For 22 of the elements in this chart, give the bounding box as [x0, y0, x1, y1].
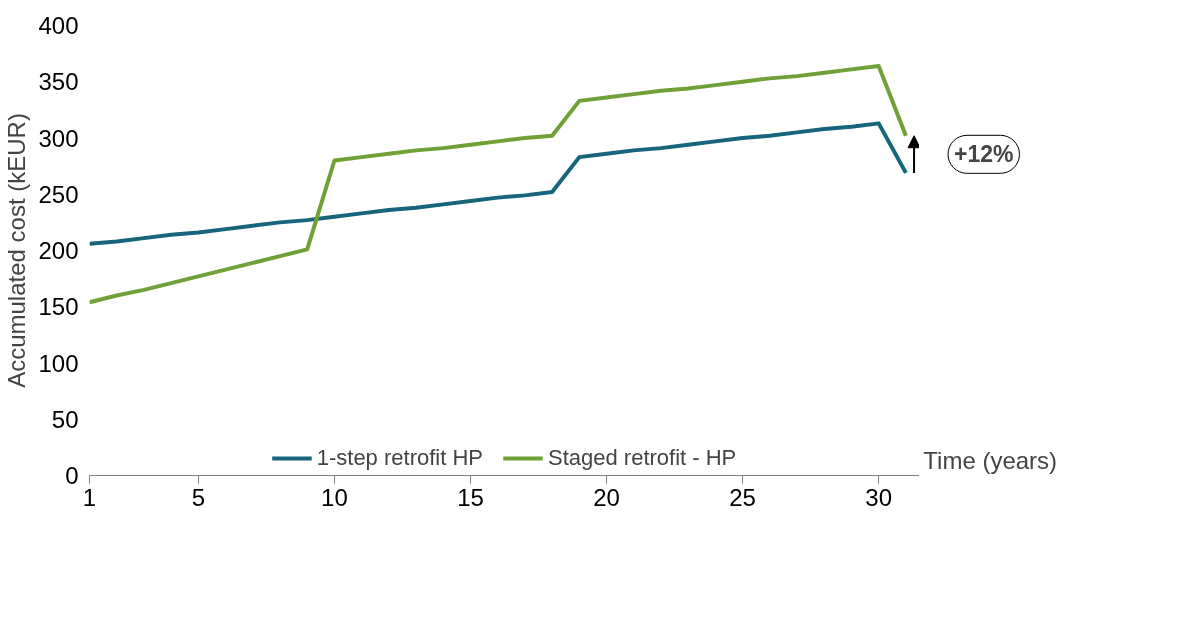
y-tick-label: 0	[65, 462, 79, 489]
y-tick-label: 300	[38, 124, 79, 152]
x-tick-label: 20	[593, 483, 620, 511]
x-tick-label: 15	[457, 483, 484, 511]
x-tick-label: 10	[321, 483, 348, 511]
y-tick-label: 150	[38, 293, 79, 321]
y-tick-label: 400	[38, 12, 79, 39]
x-tick-label: 30	[865, 483, 893, 511]
y-tick-label: 250	[38, 180, 79, 208]
y-tick-label: 50	[51, 405, 79, 433]
line-series	[89, 121, 908, 246]
x-axis-title: Time (years)	[923, 446, 1058, 474]
x-tick-label: 1	[82, 483, 97, 511]
y-tick-label: 200	[38, 237, 79, 264]
y-tick-label: 350	[38, 68, 79, 96]
text: +12%	[954, 141, 1014, 168]
y-tick-label: 100	[38, 349, 79, 377]
x-tick-label: 5	[191, 483, 206, 511]
legend-label: Staged retrofit - HP	[547, 445, 737, 471]
x-tick-label: 25	[729, 483, 756, 511]
y-axis-title: Accumulated cost (kEUR)	[3, 113, 31, 388]
legend-label: 1-step retrofit HP	[316, 445, 483, 471]
